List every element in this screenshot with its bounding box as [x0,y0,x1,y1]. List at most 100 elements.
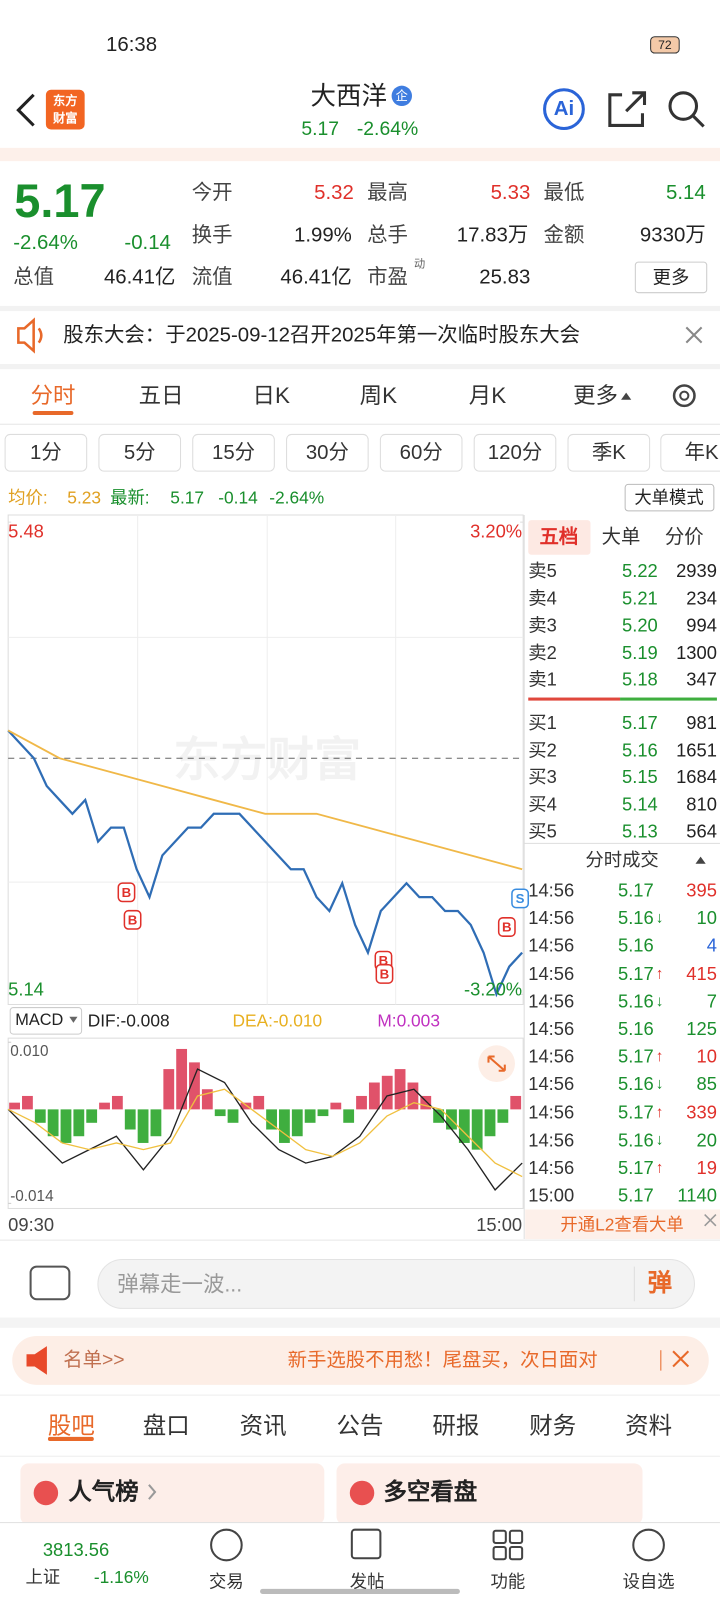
book-price: 5.20 [622,614,658,636]
field-label: 换手 [191,224,233,247]
section-tab[interactable]: 资讯 [239,1411,287,1439]
section-tab[interactable]: 研报 [432,1411,480,1439]
interval[interactable]: 30分 [305,441,349,465]
card-title[interactable]: 多空看盘 [383,1478,478,1505]
interval[interactable]: 年K [684,441,719,465]
watermark: 东方财富 [173,733,362,787]
nav-item[interactable]: 交易 [209,1572,244,1592]
section-tab[interactable]: 财务 [529,1411,577,1439]
trade-dir: ↑ [655,1103,664,1121]
book-volume: 234 [686,588,717,609]
interval[interactable]: 60分 [399,441,443,465]
section-tab[interactable]: 公告 [336,1411,384,1439]
mode[interactable]: 大单模式 [634,487,704,508]
trade-time: 14:56 [528,1074,575,1095]
field-sup: 动 [414,258,426,271]
interval[interactable]: 5分 [123,441,156,465]
trade-price: 5.17 [617,963,654,984]
interval[interactable]: 120分 [487,441,543,465]
tab[interactable]: 分时 [30,382,76,408]
trade-time: 14:56 [528,1101,575,1123]
trade-time: 14:56 [528,907,575,929]
field-value: 25.83 [479,266,531,289]
book-tab[interactable]: 大单 [601,526,641,549]
tab[interactable]: 更多 [573,382,619,408]
danmu-button[interactable]: 弹 [647,1269,673,1298]
pct-tick-label: -3.20% [463,979,523,1000]
trade-time: 14:56 [528,963,575,984]
macd-bar [137,1109,149,1143]
book-volume: 994 [686,614,717,636]
signal: S [515,890,525,907]
signal: B [502,919,512,935]
book-volume: 810 [686,794,717,815]
field-label: 今开 [191,181,233,204]
macd-bar [381,1075,393,1110]
tab[interactable]: 周K [359,382,398,408]
interval[interactable]: 15分 [211,441,256,465]
trade-price: 5.16 [617,1129,654,1151]
nav-item[interactable]: 设自选 [622,1572,675,1592]
interval-button [4,433,88,472]
indicator-legend: DEA:-0.010 [232,1011,323,1031]
tab[interactable]: 月K [468,382,507,408]
danmu-input[interactable]: 弹幕走一波... [117,1273,243,1297]
trade-volume: 7 [706,991,717,1012]
macd-bar [433,1109,445,1123]
battery: 72 [658,37,672,53]
trade-dir: ↓ [655,1075,664,1094]
book-tab[interactable]: 分价 [664,526,704,549]
macd-bar [394,1069,406,1110]
trade-price: 5.17 [617,1046,654,1067]
macd-bar [176,1048,188,1110]
trade-time: 14:56 [528,935,575,956]
stock-name: 大西洋 [310,82,388,111]
logo: 东方 [53,93,78,109]
price: 5.17 [14,174,106,228]
book-label: 买4 [528,794,557,815]
book-label: 买5 [528,820,557,842]
index-name: 上证 [25,1567,61,1588]
macd-bar [368,1082,380,1110]
interval-button [567,433,651,472]
macd-bar [227,1109,239,1123]
macd-bar [253,1095,265,1110]
section-tab[interactable]: 资料 [625,1411,673,1439]
nav-item[interactable]: 发帖 [349,1572,385,1592]
latest-pct: -2.64% [269,487,325,508]
field-label: 市盈 [367,266,408,289]
trade-volume: 415 [686,963,717,984]
l2-link[interactable]: 开通L2查看大单 [560,1215,684,1235]
banner-label[interactable]: 名单>> [63,1349,125,1372]
trade-volume: 1140 [677,1185,717,1206]
trade-price: 5.17 [617,1185,654,1206]
interval-button [379,433,463,472]
indicator-select[interactable]: MACD [15,1011,64,1029]
book-price: 5.18 [622,668,658,690]
x-tick-label: 15:00 [476,1214,523,1235]
book-price: 5.22 [622,560,658,582]
tab[interactable]: 日K [252,382,290,408]
interval[interactable]: 1分 [30,441,62,465]
trade-dir: ↑ [655,964,664,983]
card-title[interactable]: 人气榜 [68,1478,139,1505]
trade-dir: ↓ [655,909,664,927]
nav-item[interactable]: 功能 [490,1572,526,1592]
section-tab[interactable]: 盘口 [142,1411,190,1439]
trade-price: 5.16 [617,991,654,1012]
book-label: 买1 [528,712,557,734]
signal-badge [497,917,516,937]
book-tab[interactable]: 五档 [539,526,579,549]
trade-time: 14:56 [528,880,575,901]
trade-volume: 85 [696,1074,717,1095]
section-tab[interactable]: 股吧 [47,1411,95,1439]
ai-button[interactable]: Ai [553,97,575,121]
macd-bar [34,1109,46,1123]
macd-bar [124,1109,136,1130]
interval[interactable]: 季K [591,441,626,465]
more-button[interactable]: 更多 [652,267,690,288]
field-value: 46.41亿 [280,266,352,289]
macd-bar [60,1109,72,1143]
tab[interactable]: 五日 [138,382,184,408]
